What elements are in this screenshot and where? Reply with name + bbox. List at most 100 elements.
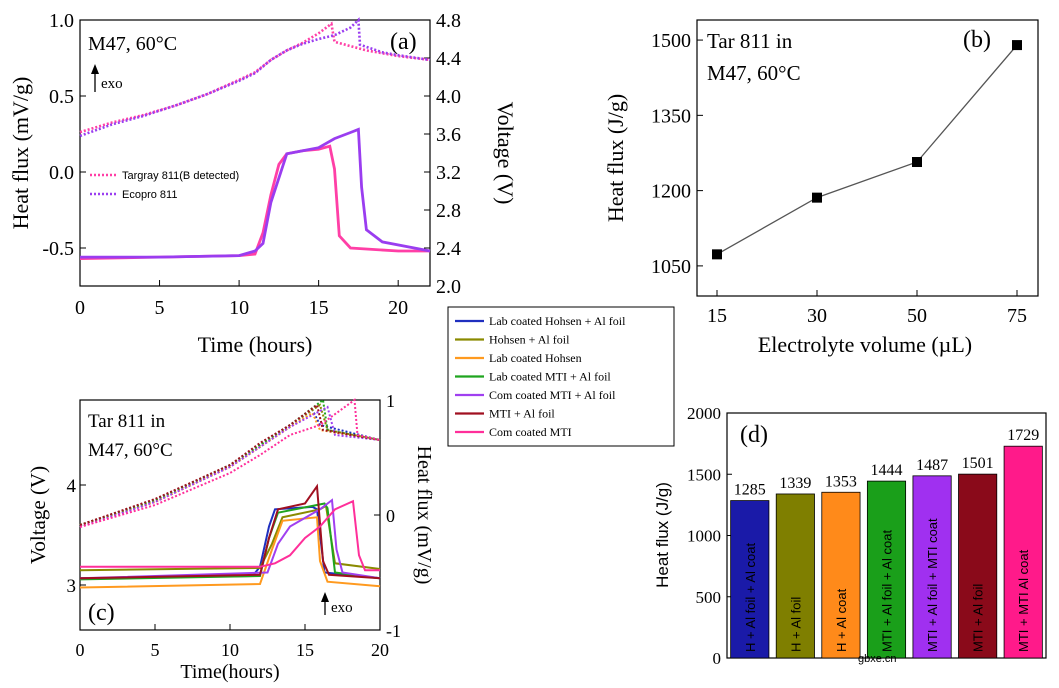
- bar-category-label: MTI + Al foil: [971, 584, 986, 652]
- watermark: gbxe.cn: [858, 653, 897, 665]
- x-tick-label: 0: [75, 297, 85, 319]
- bar: [1003, 445, 1043, 659]
- voltage-line: [79, 398, 381, 528]
- y-right-tick-label: 3.2: [436, 162, 461, 184]
- bar: [730, 500, 770, 659]
- y-tick-label: 1050: [651, 256, 691, 278]
- series-line: [80, 127, 431, 259]
- y-tick-label: 3: [67, 576, 77, 597]
- y-tick-label: 0: [713, 649, 722, 668]
- voltage-line: [79, 403, 381, 526]
- panel-a-series: [79, 17, 431, 260]
- bar: [821, 491, 861, 659]
- panel-c-label: (c): [88, 600, 115, 626]
- data-point: [812, 192, 822, 203]
- bar-value-label: 1444: [871, 462, 903, 479]
- y-right-tick-label: -1: [386, 621, 401, 641]
- heat-flux-line: [79, 483, 381, 580]
- bar-value-label: 1487: [916, 457, 948, 474]
- x-tick-label: 50: [907, 305, 927, 327]
- series-line: [716, 44, 1018, 255]
- panel-c-annotation-1: Tar 811 in: [88, 411, 166, 432]
- x-tick-label: 30: [807, 305, 827, 327]
- panel-a-exo-arrow: [91, 64, 99, 92]
- panel-c-legend: Lab coated Hohsen + Al foil Hohsen + Al f…: [447, 306, 675, 447]
- legend-entry: MTI + Al foil: [489, 407, 555, 421]
- legend-entry: Lab coated MTI + Al foil: [489, 370, 611, 384]
- panel-c-xlabel: Time(hours): [180, 661, 279, 683]
- panel-c-annotation-2: M47, 60°C: [88, 440, 173, 461]
- y-right-tick-label: 4.0: [436, 86, 461, 108]
- panel-b-annotation-2: M47, 60°C: [707, 61, 801, 85]
- y-tick-label: 0.5: [49, 86, 74, 108]
- panel-d-ylabel: Heat flux (J/g): [653, 482, 672, 588]
- series-line: [79, 17, 431, 138]
- panel-a-frame: [79, 19, 431, 287]
- bar-category-label: MTI + MTI Al coat: [1016, 549, 1031, 652]
- legend-entry: Lab coated Hohsen: [489, 351, 582, 365]
- panel-c-exo-label: exo: [331, 600, 353, 616]
- y-tick-label: 0.0: [49, 162, 74, 184]
- bar: [775, 493, 815, 659]
- panel-d-bars: 1285 H + Al foil + Al coat 1339 H + Al foil…: [730, 427, 1043, 659]
- bar: [866, 480, 907, 659]
- bar: [958, 473, 998, 659]
- panel-a-xlabel: Time (hours): [198, 332, 313, 357]
- panel-b-ylabel: Heat flux (J/g): [603, 94, 628, 222]
- series-line: [79, 144, 430, 260]
- bar-value-label: 1285: [734, 482, 766, 499]
- panel-c-ticks: 0 5 10 15 20 3 4 -1 0 1: [67, 391, 402, 660]
- y-tick-label: 1200: [651, 181, 691, 203]
- y-right-tick-label: 0: [386, 506, 395, 526]
- x-tick-label: 20: [371, 640, 389, 660]
- x-tick-label: 0: [76, 640, 85, 660]
- panel-d-ticks: 0 500 1000 1500 2000: [687, 404, 732, 668]
- x-tick-label: 15: [296, 640, 314, 660]
- panel-b-ticks: 15 30 50 75 1050 1200 1350 1500: [651, 30, 1027, 327]
- x-tick-label: 5: [151, 640, 160, 660]
- panel-b-series: [712, 40, 1022, 260]
- y-right-tick-label: 4.4: [436, 48, 461, 70]
- panel-d-label: (d): [740, 422, 768, 448]
- y-tick-label: 4: [67, 476, 77, 497]
- y-right-tick-label: 2.4: [436, 238, 461, 260]
- panel-a-ylabel-right: Voltage (V): [493, 102, 518, 205]
- bar-category-label: H + Al coat: [834, 588, 849, 652]
- x-tick-label: 15: [309, 297, 329, 319]
- panel-a-legend: Targray 811(B detected) Ecopro 811: [90, 170, 239, 201]
- bar-category-label: MTI + Al foil + MTI coat: [925, 518, 940, 652]
- voltage-line: [79, 405, 381, 528]
- y-tick-label: 1.0: [49, 10, 74, 32]
- y-right-tick-label: 1: [386, 391, 395, 411]
- panel-a-annotation: M47, 60°C: [88, 33, 177, 55]
- y-right-tick-label: 2.8: [436, 200, 461, 222]
- y-tick-label: 500: [696, 588, 722, 607]
- y-right-tick-label: 4.8: [436, 10, 461, 32]
- panel-a-exo-label: exo: [101, 76, 123, 92]
- bar-category-label: H + Al foil + Al coat: [743, 542, 758, 652]
- bar-value-label: 1501: [962, 455, 994, 472]
- data-point: [712, 249, 722, 260]
- y-tick-label: 1500: [651, 30, 691, 52]
- legend-entry: Com coated MTI + Al foil: [489, 388, 616, 402]
- heat-flux-line: [79, 498, 381, 580]
- x-tick-label: 75: [1007, 305, 1027, 327]
- panel-c-series: [79, 398, 381, 589]
- bar-value-label: 1339: [779, 475, 811, 492]
- y-tick-label: 1350: [651, 105, 691, 127]
- panel-c-exo-arrow: [321, 592, 329, 615]
- data-point: [912, 157, 922, 168]
- panel-c-legend-entries: Lab coated Hohsen + Al foil Hohsen + Al f…: [455, 314, 626, 439]
- y-tick-label: 1000: [687, 527, 721, 546]
- panel-c-legend-box: [447, 306, 675, 447]
- y-right-tick-label: 3.6: [436, 124, 461, 146]
- panel-a: 0 5 10 15 20 -0.5 0.0 0.5 1.0 2.0 2.4 2.8 3.2 3.6 4.0 4…: [8, 10, 518, 357]
- panel-b-xlabel: Electrolyte volume (µL): [758, 332, 972, 357]
- y-tick-label: -0.5: [42, 238, 74, 260]
- y-tick-label: 1500: [687, 465, 721, 484]
- panel-a-ticks: 0 5 10 15 20 -0.5 0.0 0.5 1.0 2.0 2.4 2.8 3.2 3.6 4.0 4…: [42, 10, 461, 319]
- panel-b-annotation-1: Tar 811 in: [707, 29, 793, 53]
- y-right-tick-label: 2.0: [436, 276, 461, 298]
